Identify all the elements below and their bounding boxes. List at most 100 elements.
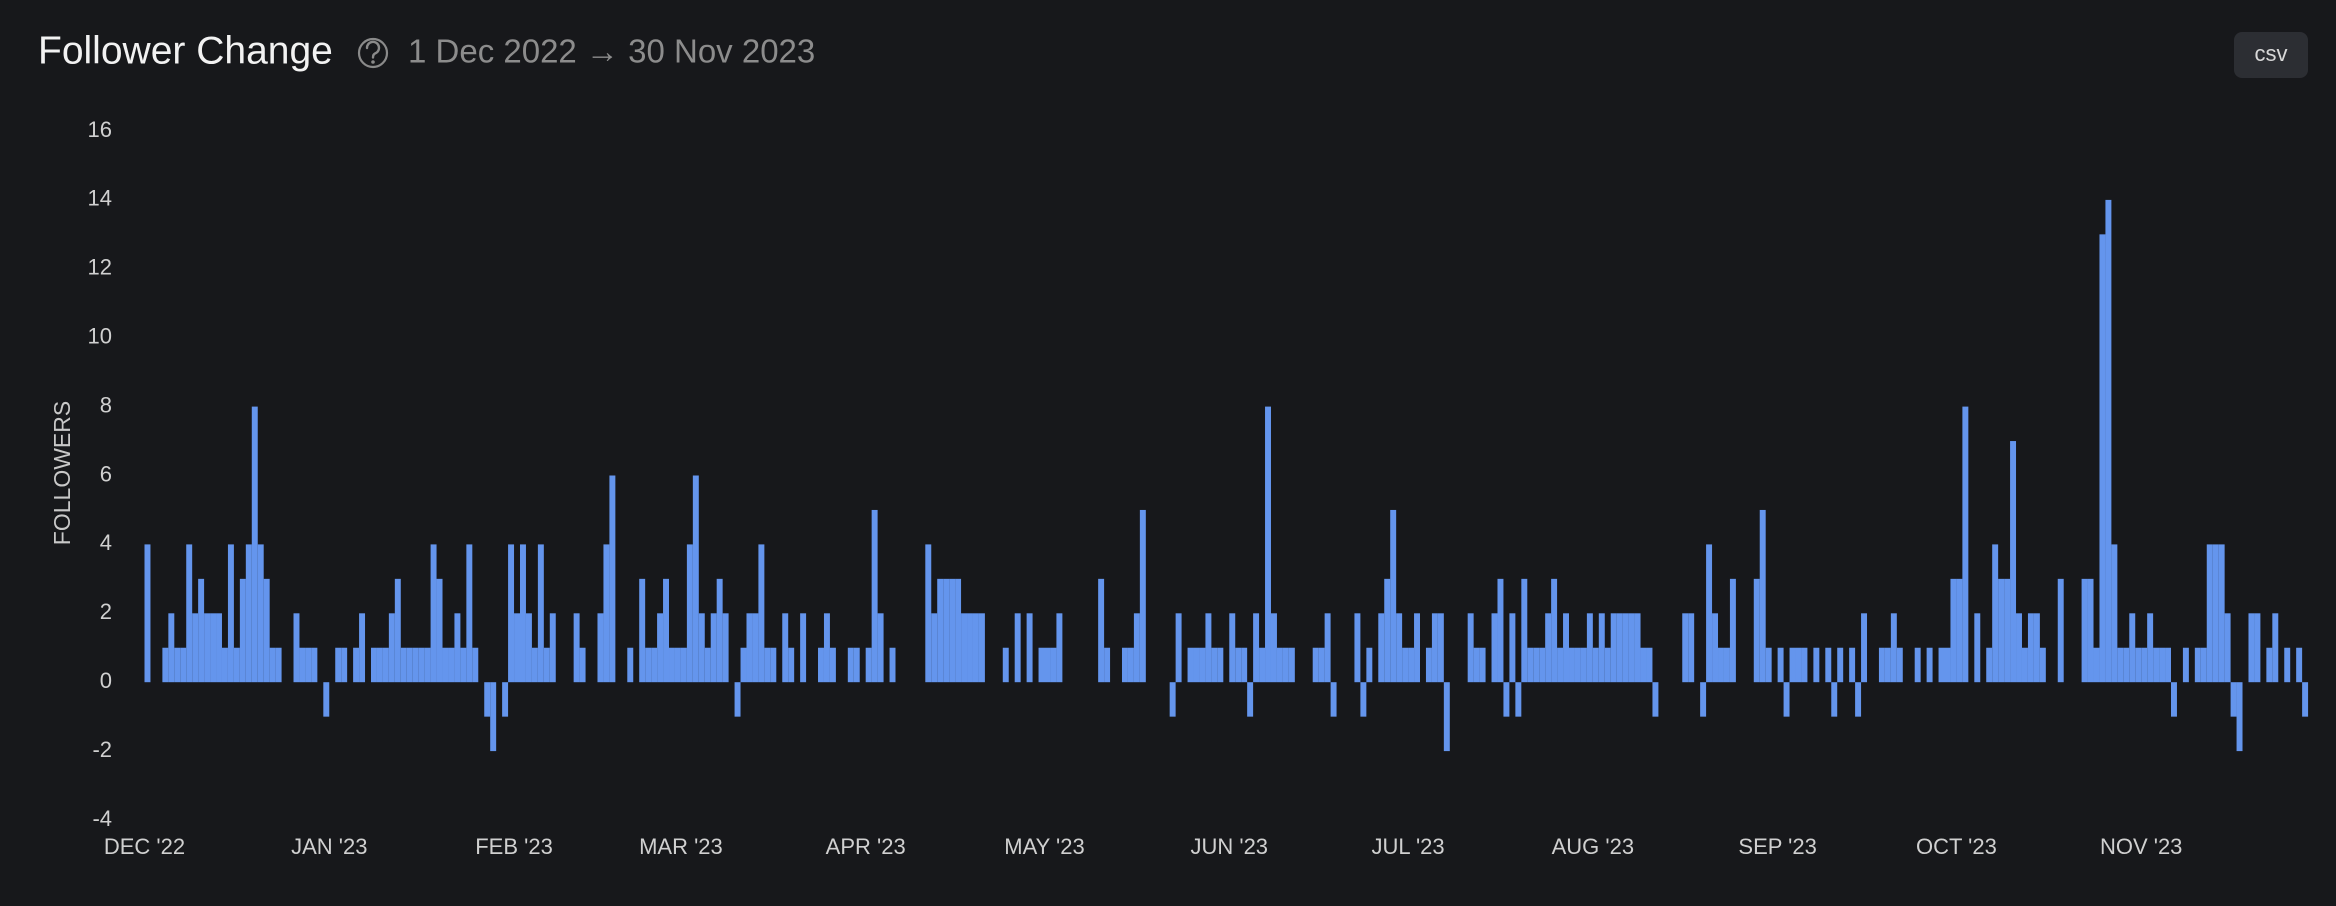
bar bbox=[2093, 647, 2100, 683]
bar bbox=[967, 613, 973, 683]
bar bbox=[1944, 647, 1951, 683]
bar bbox=[710, 613, 717, 683]
bar bbox=[1366, 647, 1373, 683]
bar bbox=[1729, 578, 1736, 683]
bar bbox=[1193, 647, 1200, 683]
bar bbox=[603, 544, 610, 683]
bar bbox=[1765, 647, 1772, 683]
bar bbox=[2200, 647, 2207, 683]
bar bbox=[1378, 613, 1385, 683]
bar bbox=[460, 647, 467, 683]
bar bbox=[1241, 647, 1248, 683]
bar bbox=[1521, 578, 1528, 683]
bar bbox=[311, 647, 318, 683]
help-icon[interactable] bbox=[357, 37, 389, 69]
csv-button-label[interactable]: csv bbox=[2255, 41, 2288, 66]
bar bbox=[1133, 613, 1140, 683]
bar bbox=[1586, 613, 1593, 683]
bar bbox=[323, 682, 330, 717]
bar bbox=[2182, 647, 2189, 683]
bar bbox=[1813, 647, 1820, 683]
bar bbox=[216, 613, 222, 683]
bar bbox=[1545, 613, 1552, 683]
bar bbox=[1569, 647, 1575, 683]
bar bbox=[1527, 647, 1534, 683]
bar bbox=[818, 647, 824, 683]
bar bbox=[865, 647, 872, 683]
bar bbox=[376, 647, 383, 683]
bar bbox=[335, 647, 342, 683]
bar bbox=[1950, 578, 1957, 683]
bar bbox=[1592, 647, 1599, 683]
bar bbox=[2159, 647, 2166, 683]
bar bbox=[698, 613, 705, 683]
x-tick-label: SEP '23 bbox=[1738, 834, 1816, 859]
bar bbox=[734, 682, 741, 717]
x-tick-label: DEC '22 bbox=[104, 834, 185, 859]
bar bbox=[1038, 647, 1045, 683]
bar bbox=[1938, 647, 1945, 683]
bar bbox=[1622, 613, 1629, 683]
bar bbox=[2135, 647, 2142, 683]
bar bbox=[245, 544, 252, 683]
bar bbox=[1205, 613, 1212, 683]
bar bbox=[1652, 682, 1659, 717]
bar bbox=[770, 647, 777, 683]
y-tick-label: 16 bbox=[88, 117, 112, 142]
bar bbox=[174, 647, 181, 683]
y-tick-label: -2 bbox=[92, 737, 112, 762]
bar bbox=[1288, 647, 1295, 683]
bar bbox=[436, 578, 443, 683]
bar bbox=[1878, 647, 1885, 683]
bar bbox=[519, 544, 526, 683]
bar bbox=[2027, 613, 2034, 683]
bar bbox=[1318, 647, 1325, 683]
bar bbox=[651, 647, 658, 683]
bar bbox=[1789, 647, 1796, 683]
bar bbox=[579, 647, 586, 683]
y-tick-label: 14 bbox=[88, 186, 112, 211]
bar bbox=[573, 613, 580, 683]
bar bbox=[2153, 647, 2160, 683]
bar bbox=[1598, 613, 1605, 683]
bar bbox=[1974, 613, 1981, 683]
bar bbox=[1199, 647, 1206, 683]
bar bbox=[1610, 613, 1617, 683]
bar bbox=[472, 647, 479, 683]
bar bbox=[925, 544, 932, 683]
y-tick-label: 6 bbox=[100, 461, 112, 486]
bar bbox=[1563, 613, 1570, 683]
bar bbox=[823, 613, 830, 683]
bar bbox=[508, 544, 515, 683]
bar bbox=[1139, 509, 1146, 683]
bar bbox=[764, 647, 771, 683]
bar bbox=[2099, 234, 2106, 683]
bar bbox=[341, 647, 348, 683]
bar bbox=[1998, 578, 2005, 683]
bar bbox=[1986, 647, 1993, 683]
x-tick-label: APR '23 bbox=[826, 834, 906, 859]
bar bbox=[549, 613, 556, 683]
bar bbox=[1634, 613, 1641, 683]
bar bbox=[853, 647, 860, 683]
bar bbox=[657, 613, 664, 683]
bar bbox=[1443, 682, 1450, 752]
bar bbox=[686, 544, 693, 683]
bar bbox=[782, 613, 789, 683]
chart-title: Follower Change bbox=[38, 29, 333, 72]
bar bbox=[1425, 647, 1432, 683]
bar bbox=[525, 613, 532, 683]
bar bbox=[889, 647, 896, 683]
csv-button[interactable]: csv bbox=[2234, 32, 2308, 78]
bar bbox=[746, 613, 753, 683]
bar bbox=[2224, 613, 2231, 683]
bar bbox=[1712, 613, 1719, 683]
bar bbox=[221, 647, 228, 683]
x-tick-label: NOV '23 bbox=[2100, 834, 2182, 859]
y-axis-title: FOLLOWERS bbox=[49, 401, 75, 545]
bar bbox=[800, 613, 807, 683]
bar bbox=[1723, 647, 1730, 683]
bar bbox=[2105, 199, 2112, 683]
